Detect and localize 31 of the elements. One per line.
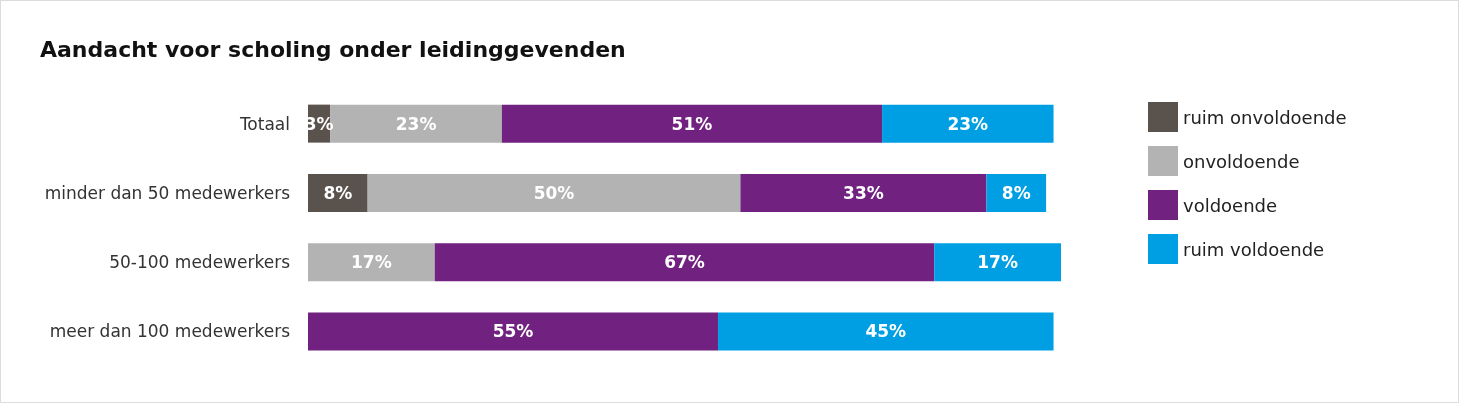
data-label: 17% <box>351 252 392 273</box>
legend-label: onvoldoende <box>1183 150 1300 172</box>
data-label: 8% <box>1001 182 1031 203</box>
data-label: 23% <box>395 113 437 134</box>
bar <box>718 312 1054 351</box>
bar <box>308 173 368 212</box>
y-tick-label: meer dan 100 medewerkers <box>49 321 291 342</box>
bar <box>934 243 1061 282</box>
y-tick-label: minder dan 50 medewerkers <box>44 182 291 203</box>
y-tick-label: Totaal <box>238 113 290 134</box>
bar <box>308 312 719 351</box>
y-tick-label: 50-100 medewerkers <box>109 252 291 273</box>
data-label: 67% <box>664 252 705 273</box>
bar <box>882 104 1054 143</box>
data-label: 8% <box>323 182 353 203</box>
bar <box>740 173 987 212</box>
data-label: 23% <box>947 113 989 134</box>
data-label: 51% <box>671 113 713 134</box>
data-label: 33% <box>843 182 884 203</box>
data-label: 17% <box>977 252 1018 273</box>
bar <box>308 243 435 282</box>
bar <box>501 104 883 143</box>
legend-label: ruim onvoldoende <box>1183 106 1347 128</box>
legend-label: ruim voldoende <box>1183 238 1325 260</box>
data-label: 50% <box>533 182 575 203</box>
data-label: 45% <box>865 321 907 342</box>
data-label: 55% <box>492 321 534 342</box>
bar <box>434 243 935 282</box>
bar <box>367 173 741 212</box>
legend-label: voldoende <box>1183 194 1278 216</box>
chart-title: Aandacht voor scholing onder leidinggevenden <box>40 36 626 62</box>
